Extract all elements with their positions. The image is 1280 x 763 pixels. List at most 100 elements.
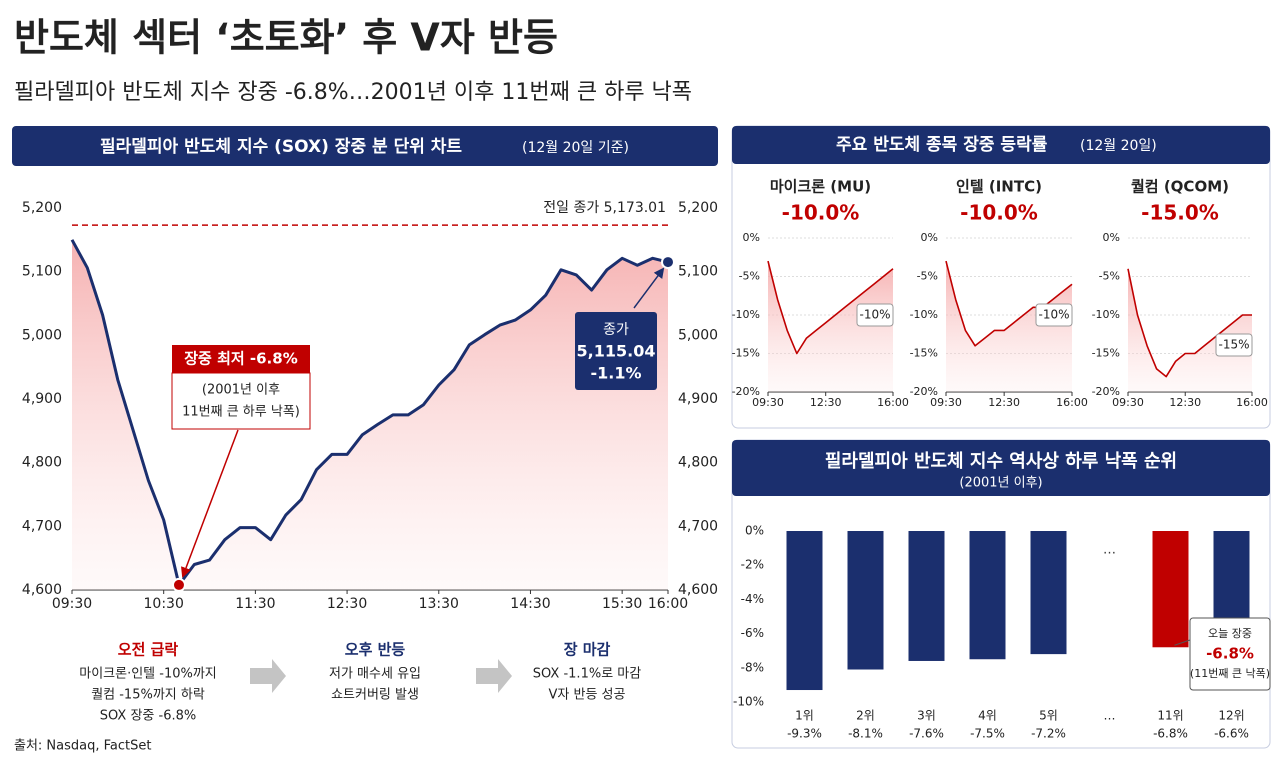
main-title: 필라델피아 반도체 지수 (SOX) 장중 분 단위 차트 [100,136,462,157]
x-tick-label: 15:30 [602,596,642,612]
close-marker [661,255,675,270]
y-tick-label: -5% [739,270,760,283]
y-tick-label: -10% [732,308,760,321]
y-tick-label: -20% [1092,385,1120,398]
low-marker [171,577,186,592]
line [945,260,1073,347]
low-note: (2001년 이후 [202,383,280,398]
close-box [575,312,657,390]
value-label: -6.6% [1214,727,1249,741]
x-tick-label: 16:00 [648,596,688,612]
value-label: -7.5% [970,727,1005,741]
flow-title: 오전 급락 [118,641,179,659]
y-tick-label: 4,600 [678,582,718,598]
close-value_label: 5,115.04 [577,342,656,361]
x-tick-label: 4위 [978,709,997,723]
y-tick-label: -8% [741,660,764,674]
stocks-header [732,126,1270,164]
annotation: (11번째 큰 낙폭) [1190,667,1270,680]
stock-change: -15.0% [1141,201,1219,225]
x-tick-label: 09:30 [52,596,92,612]
gap-marker: … [1103,543,1116,558]
y-tick-label: 0% [745,524,764,538]
y-tick-label: -2% [741,558,764,572]
area [768,261,893,392]
y-tick-label: 4,800 [22,455,62,471]
y-tick-label: 4,700 [678,518,718,534]
y-tick-label: 0% [743,231,760,244]
stock-name: 마이크론 (MU) [770,178,871,196]
x-tick-label: 3위 [917,709,936,723]
value-label: -7.2% [1031,727,1066,741]
area [1128,268,1252,392]
x-tick-label: 12:30 [988,396,1020,409]
y-tick-label: -4% [741,592,764,606]
source: 출처: Nasdaq, FactSet [14,739,151,754]
flow-line: 쇼트커버링 발생 [331,688,419,703]
flow-line: SOX -1.1%로 마감 [533,667,641,682]
y-tick-label: 4,800 [678,455,718,471]
flow-line: V자 반등 성공 [549,688,626,703]
y-tick-label: 5,000 [22,327,62,343]
callout-box [1215,333,1253,357]
y-tick-label: -5% [1099,270,1120,283]
x-tick-label: 14:30 [510,596,550,612]
stock-change: -10.0% [782,201,860,225]
y-tick-label: 5,200 [22,200,62,216]
y-tick-label: 4,900 [678,391,718,407]
x-tick-label: 11위 [1157,709,1183,723]
stocks-title: 주요 반도체 종목 장중 등락률 [836,135,1048,155]
x-tick-label: 09:30 [1112,396,1144,409]
y-tick-label: -10% [910,308,938,321]
line [767,260,894,355]
y-tick-label: 4,600 [22,582,62,598]
x-tick-label: 2위 [856,709,875,723]
line [70,239,669,587]
stock-change: -10.0% [960,201,1038,225]
flow-line: 저가 매수세 유입 [329,667,421,682]
x-tick-label: 11:30 [235,596,275,612]
y-tick-label: 4,700 [22,518,62,534]
main-header [12,126,718,166]
x-tick-label: 12:30 [327,596,367,612]
stock-name: 퀄컴 (QCOM) [1131,178,1229,196]
y-tick-label: 5,200 [678,200,718,216]
annotation: 오늘 장중 [1208,627,1252,640]
annotation-leader [1174,639,1191,646]
y-tick-label: -15% [1092,347,1120,360]
page-title: 반도체 섹터 ‘초토화’ 후 V자 반등 [14,16,558,60]
flow-line: 퀄컴 -15%까지 하락 [91,688,205,703]
y-tick-label: 5,100 [22,264,62,280]
bar [847,531,884,670]
y-tick-label: 0% [921,231,938,244]
low-note-box [171,372,311,430]
y-tick-label: 0% [1103,231,1120,244]
callout: -15% [1218,338,1249,352]
x-tick-label: 1위 [795,709,814,723]
bar [1152,531,1189,648]
x-tick-label: 16:00 [1236,396,1268,409]
y-tick-label: -5% [917,270,938,283]
x-tick-label: 13:30 [419,596,459,612]
rank-header [732,440,1270,496]
y-tick-label: -6% [741,626,764,640]
value-label: -9.3% [787,727,822,741]
x-tick-label: 10:30 [144,596,184,612]
x-tick-label: 12위 [1218,709,1244,723]
low-label: 장중 최저 -6.8% [184,350,297,368]
y-tick-label: -15% [910,347,938,360]
annotation: -6.8% [1206,645,1254,663]
close-label: 종가 [603,322,629,338]
close-arrow [633,267,665,309]
y-tick-label: -15% [732,347,760,360]
area [946,261,1072,392]
rank-subtitle: (2001년 이후) [959,476,1042,491]
page-subtitle: 필라델피아 반도체 지수 장중 -6.8%…2001년 이후 11번째 큰 하루… [14,80,692,105]
callout: -10% [1038,308,1069,322]
flow-title: 오후 반등 [345,641,406,659]
rank-title: 필라델피아 반도체 지수 역사상 하루 낙폭 순위 [825,451,1177,472]
bar [908,531,945,661]
annotation-box [1189,617,1271,691]
callout-box [856,303,894,327]
